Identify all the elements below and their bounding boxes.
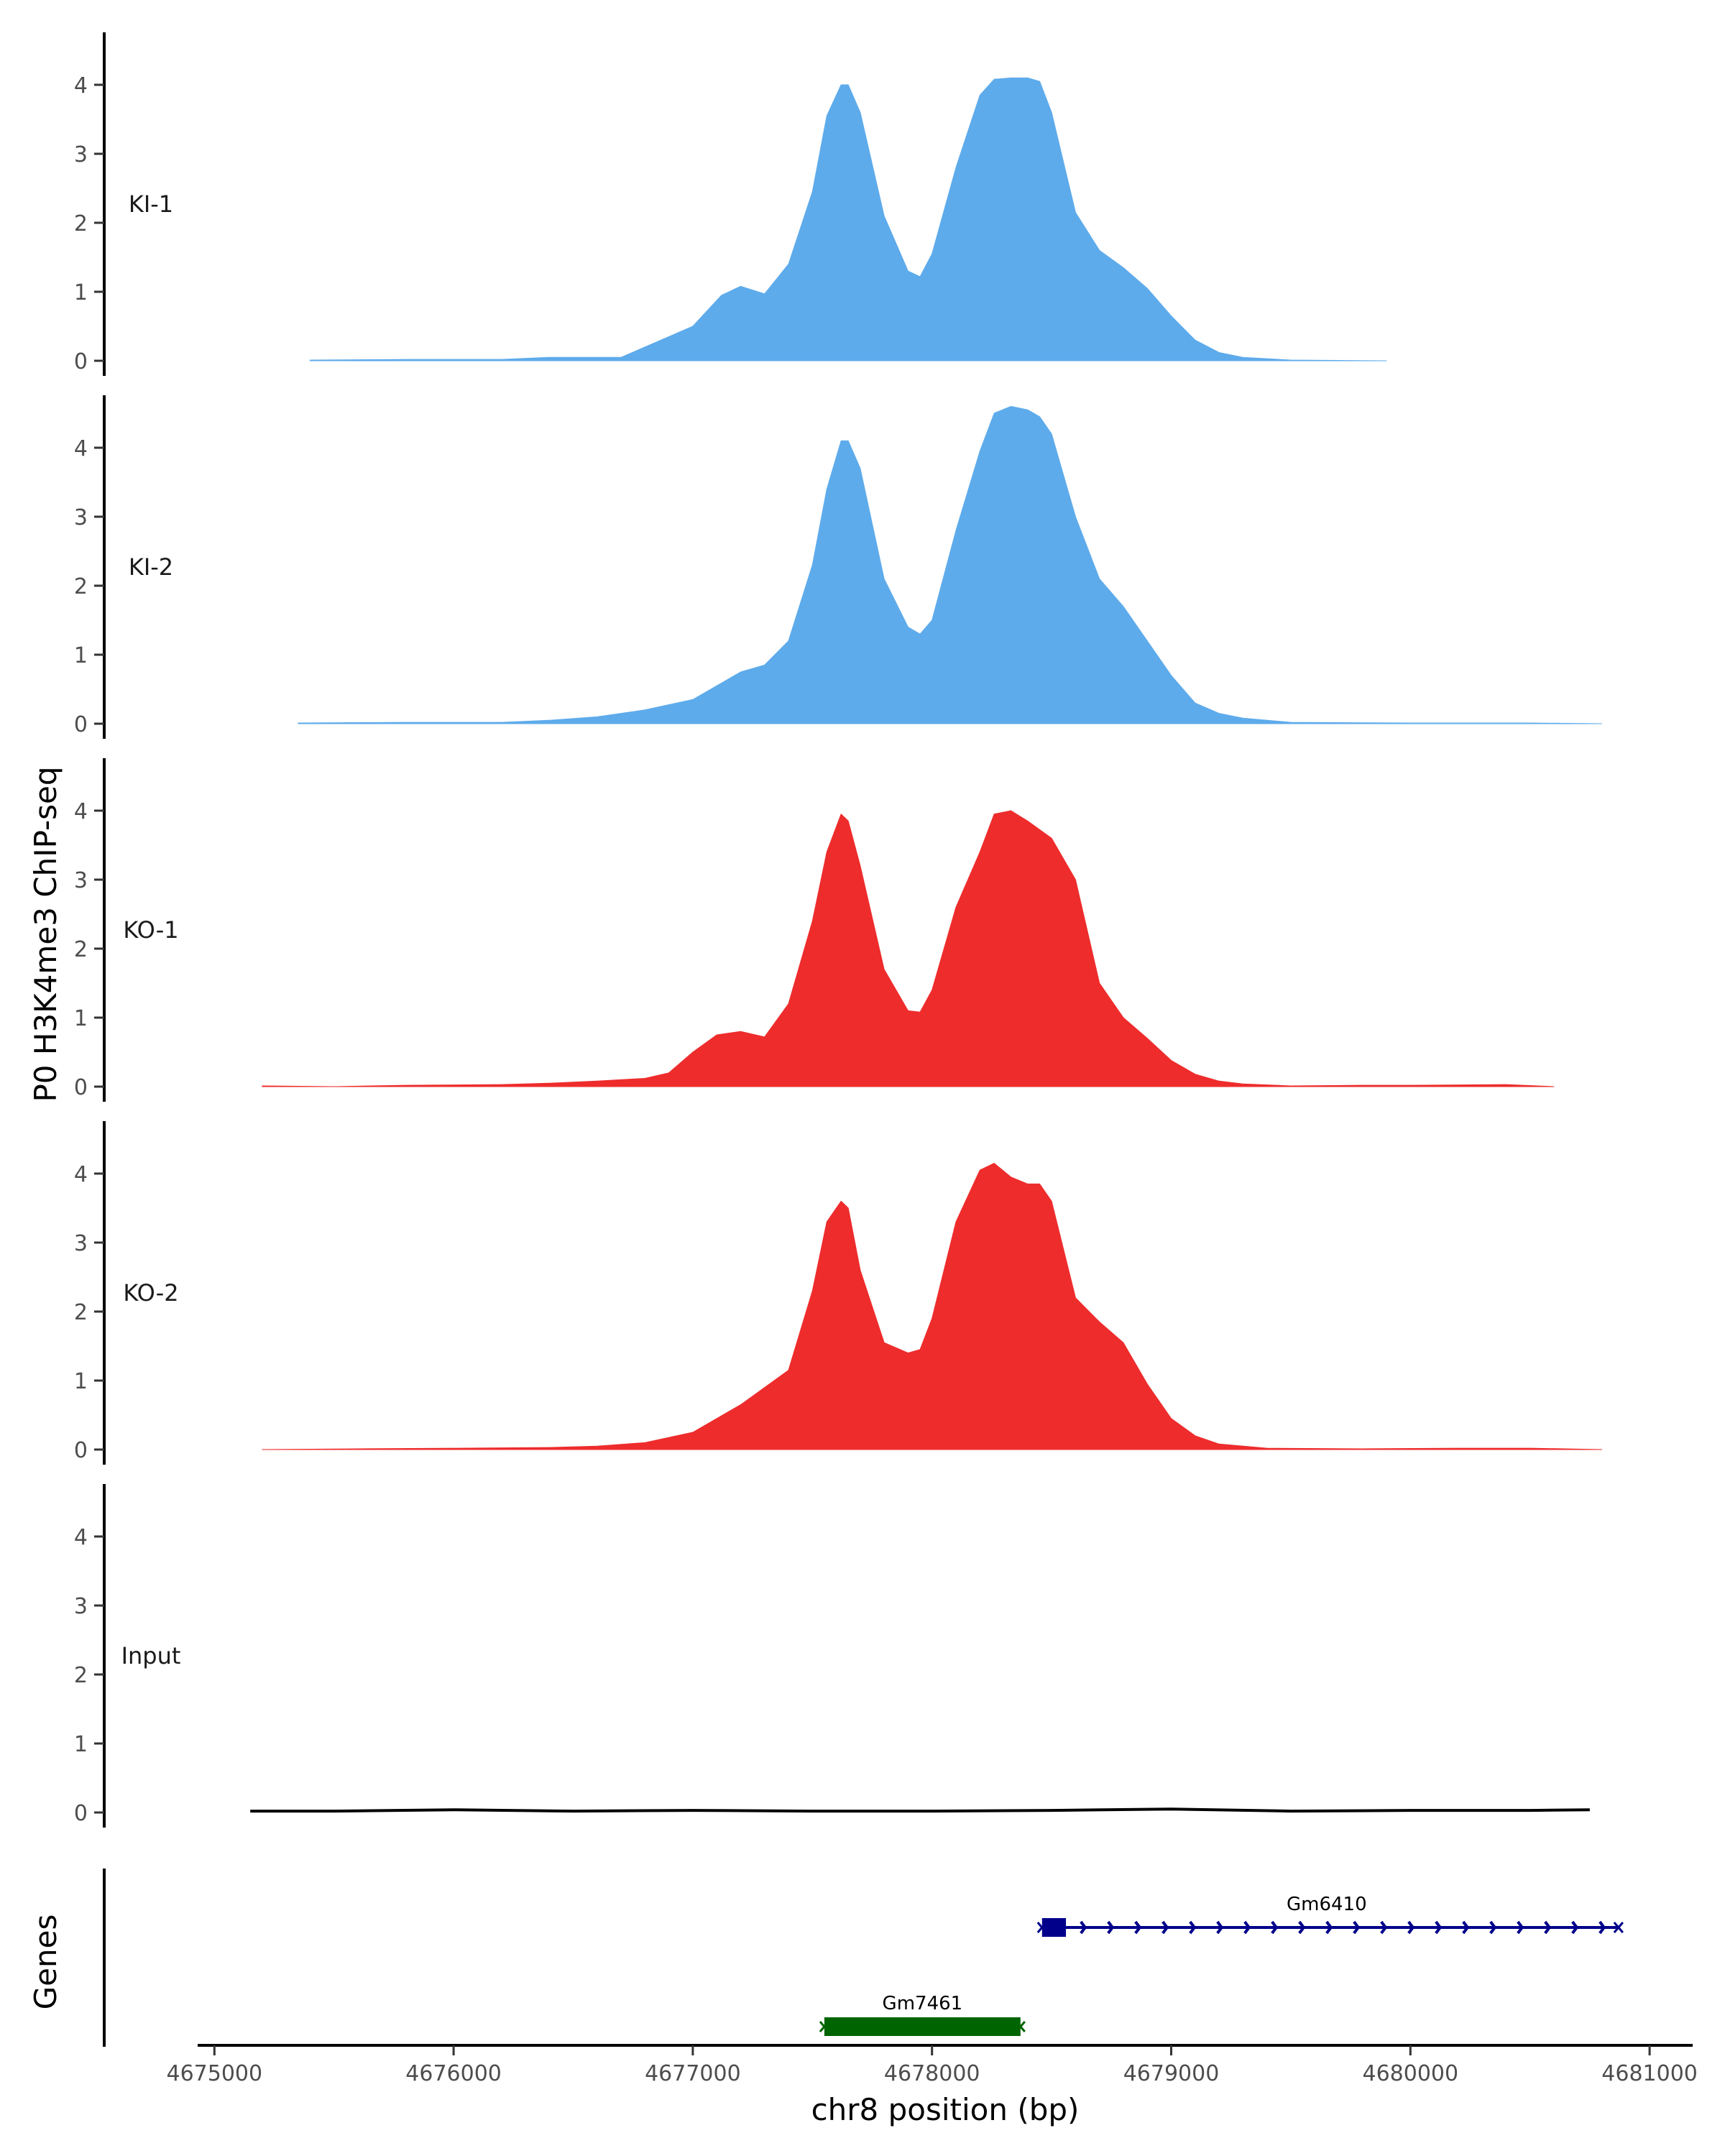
strand-arrow: [1107, 1920, 1115, 1935]
y-tick-label: 3: [74, 1594, 88, 1619]
gene-gm7461: Gm7461: [819, 1993, 1026, 2036]
strand-arrow: [1353, 1920, 1361, 1935]
y-axis-title: P0 H3K4me3 ChIP-seq: [28, 766, 63, 1102]
strand-arrow: [1435, 1920, 1443, 1935]
y-tick-label: 4: [74, 1525, 88, 1550]
genes-axis-title: Genes: [28, 1915, 63, 2010]
strand-arrow: [1162, 1920, 1169, 1935]
strand-arrow: [1380, 1920, 1388, 1935]
strand-arrow: [1462, 1920, 1470, 1935]
x-axis: 4675000 4676000 4677000 4678000 4679000 46800…: [166, 2044, 1698, 2086]
y-tick-label: 2: [74, 1663, 88, 1688]
y-tick-label: 2: [74, 1300, 88, 1325]
gene-end-marker: [1613, 1922, 1624, 1933]
coverage-area-ki-1: [309, 77, 1387, 361]
strand-arrow: [1598, 1920, 1606, 1935]
gene-exon: [1041, 1918, 1067, 1937]
strand-arrow: [1134, 1920, 1142, 1935]
y-tick-label: 0: [74, 1801, 88, 1826]
y-tick-label: 4: [74, 73, 88, 98]
y-tick-label: 1: [74, 1006, 88, 1031]
track-input: 0 1 2 3 4 Input: [74, 1484, 1590, 1828]
y-tick-label: 0: [74, 712, 88, 737]
x-axis-title: chr8 position (bp): [811, 2092, 1080, 2127]
coverage-area-ko-1: [262, 810, 1555, 1087]
gene-gm6410: Gm6410: [1036, 1894, 1624, 1937]
track-ki-2: 0 1 2 3 4 KI-2: [74, 395, 1602, 739]
y-tick-label: 0: [74, 1438, 88, 1463]
coverage-area-ki-2: [298, 405, 1602, 724]
coverage-area-ko-2: [262, 1163, 1602, 1450]
track-ki-1: 0 1 2 3 4 KI-1: [74, 32, 1387, 376]
y-tick-label: 0: [74, 1075, 88, 1100]
strand-arrow: [1489, 1920, 1497, 1935]
strand-arrow: [1216, 1920, 1224, 1935]
x-tick-label: 4675000: [166, 2061, 262, 2086]
y-tick-label: 4: [74, 1162, 88, 1187]
y-tick-label: 3: [74, 868, 88, 893]
track-ko-2: 0 1 2 3 4 KO-2: [74, 1121, 1602, 1465]
track-ko-1: 0 1 2 3 4 KO-1: [74, 758, 1555, 1102]
y-tick-label: 2: [74, 211, 88, 236]
y-tick-label: 1: [74, 1369, 88, 1394]
y-tick-label: 1: [74, 643, 88, 668]
x-tick-label: 4679000: [1123, 2061, 1220, 2086]
track-label: KI-1: [129, 190, 173, 218]
x-tick-label: 4681000: [1601, 2061, 1698, 2086]
x-tick-label: 4677000: [645, 2061, 741, 2086]
strand-arrow: [1407, 1920, 1415, 1935]
coverage-line-input: [250, 1807, 1590, 1813]
y-tick-label: 4: [74, 436, 88, 461]
y-tick-label: 2: [74, 574, 88, 599]
x-tick-label: 4680000: [1362, 2061, 1458, 2086]
gene-label: Gm6410: [1287, 1894, 1367, 1915]
y-tick-label: 3: [74, 1231, 88, 1256]
gene-label: Gm7461: [883, 1993, 963, 2014]
strand-arrow: [1517, 1920, 1524, 1935]
strand-arrow: [1544, 1920, 1552, 1935]
y-tick-label: 0: [74, 349, 88, 374]
track-label: KO-1: [123, 916, 178, 944]
gene-exon: [824, 2017, 1021, 2036]
y-tick-label: 3: [74, 505, 88, 530]
y-tick-label: 3: [74, 142, 88, 167]
strand-arrow: [1271, 1920, 1279, 1935]
strand-arrow: [1189, 1920, 1197, 1935]
track-label: KI-2: [129, 553, 173, 581]
track-label: Input: [121, 1642, 181, 1669]
strand-arrow: [1080, 1920, 1087, 1935]
coverage-tracks: 0 1 2 3 4 KI-1 0 1 2 3 4 KI-2 0 1 2 3 4 KO-1 0 1 2 3 4 KO-2 0 1 2 3…: [74, 32, 1602, 1828]
y-tick-label: 4: [74, 799, 88, 824]
y-tick-label: 1: [74, 1732, 88, 1757]
y-tick-label: 1: [74, 280, 88, 305]
strand-arrow: [1243, 1920, 1251, 1935]
gene-track: Gm6410 Gm7461: [103, 1869, 1624, 2047]
strand-arrow: [1298, 1920, 1306, 1935]
strand-arrow: [1325, 1920, 1333, 1935]
x-tick-label: 4676000: [405, 2061, 502, 2086]
track-label: KO-2: [123, 1279, 178, 1307]
x-tick-label: 4678000: [884, 2061, 980, 2086]
y-tick-label: 2: [74, 937, 88, 962]
strand-arrow: [1571, 1920, 1579, 1935]
